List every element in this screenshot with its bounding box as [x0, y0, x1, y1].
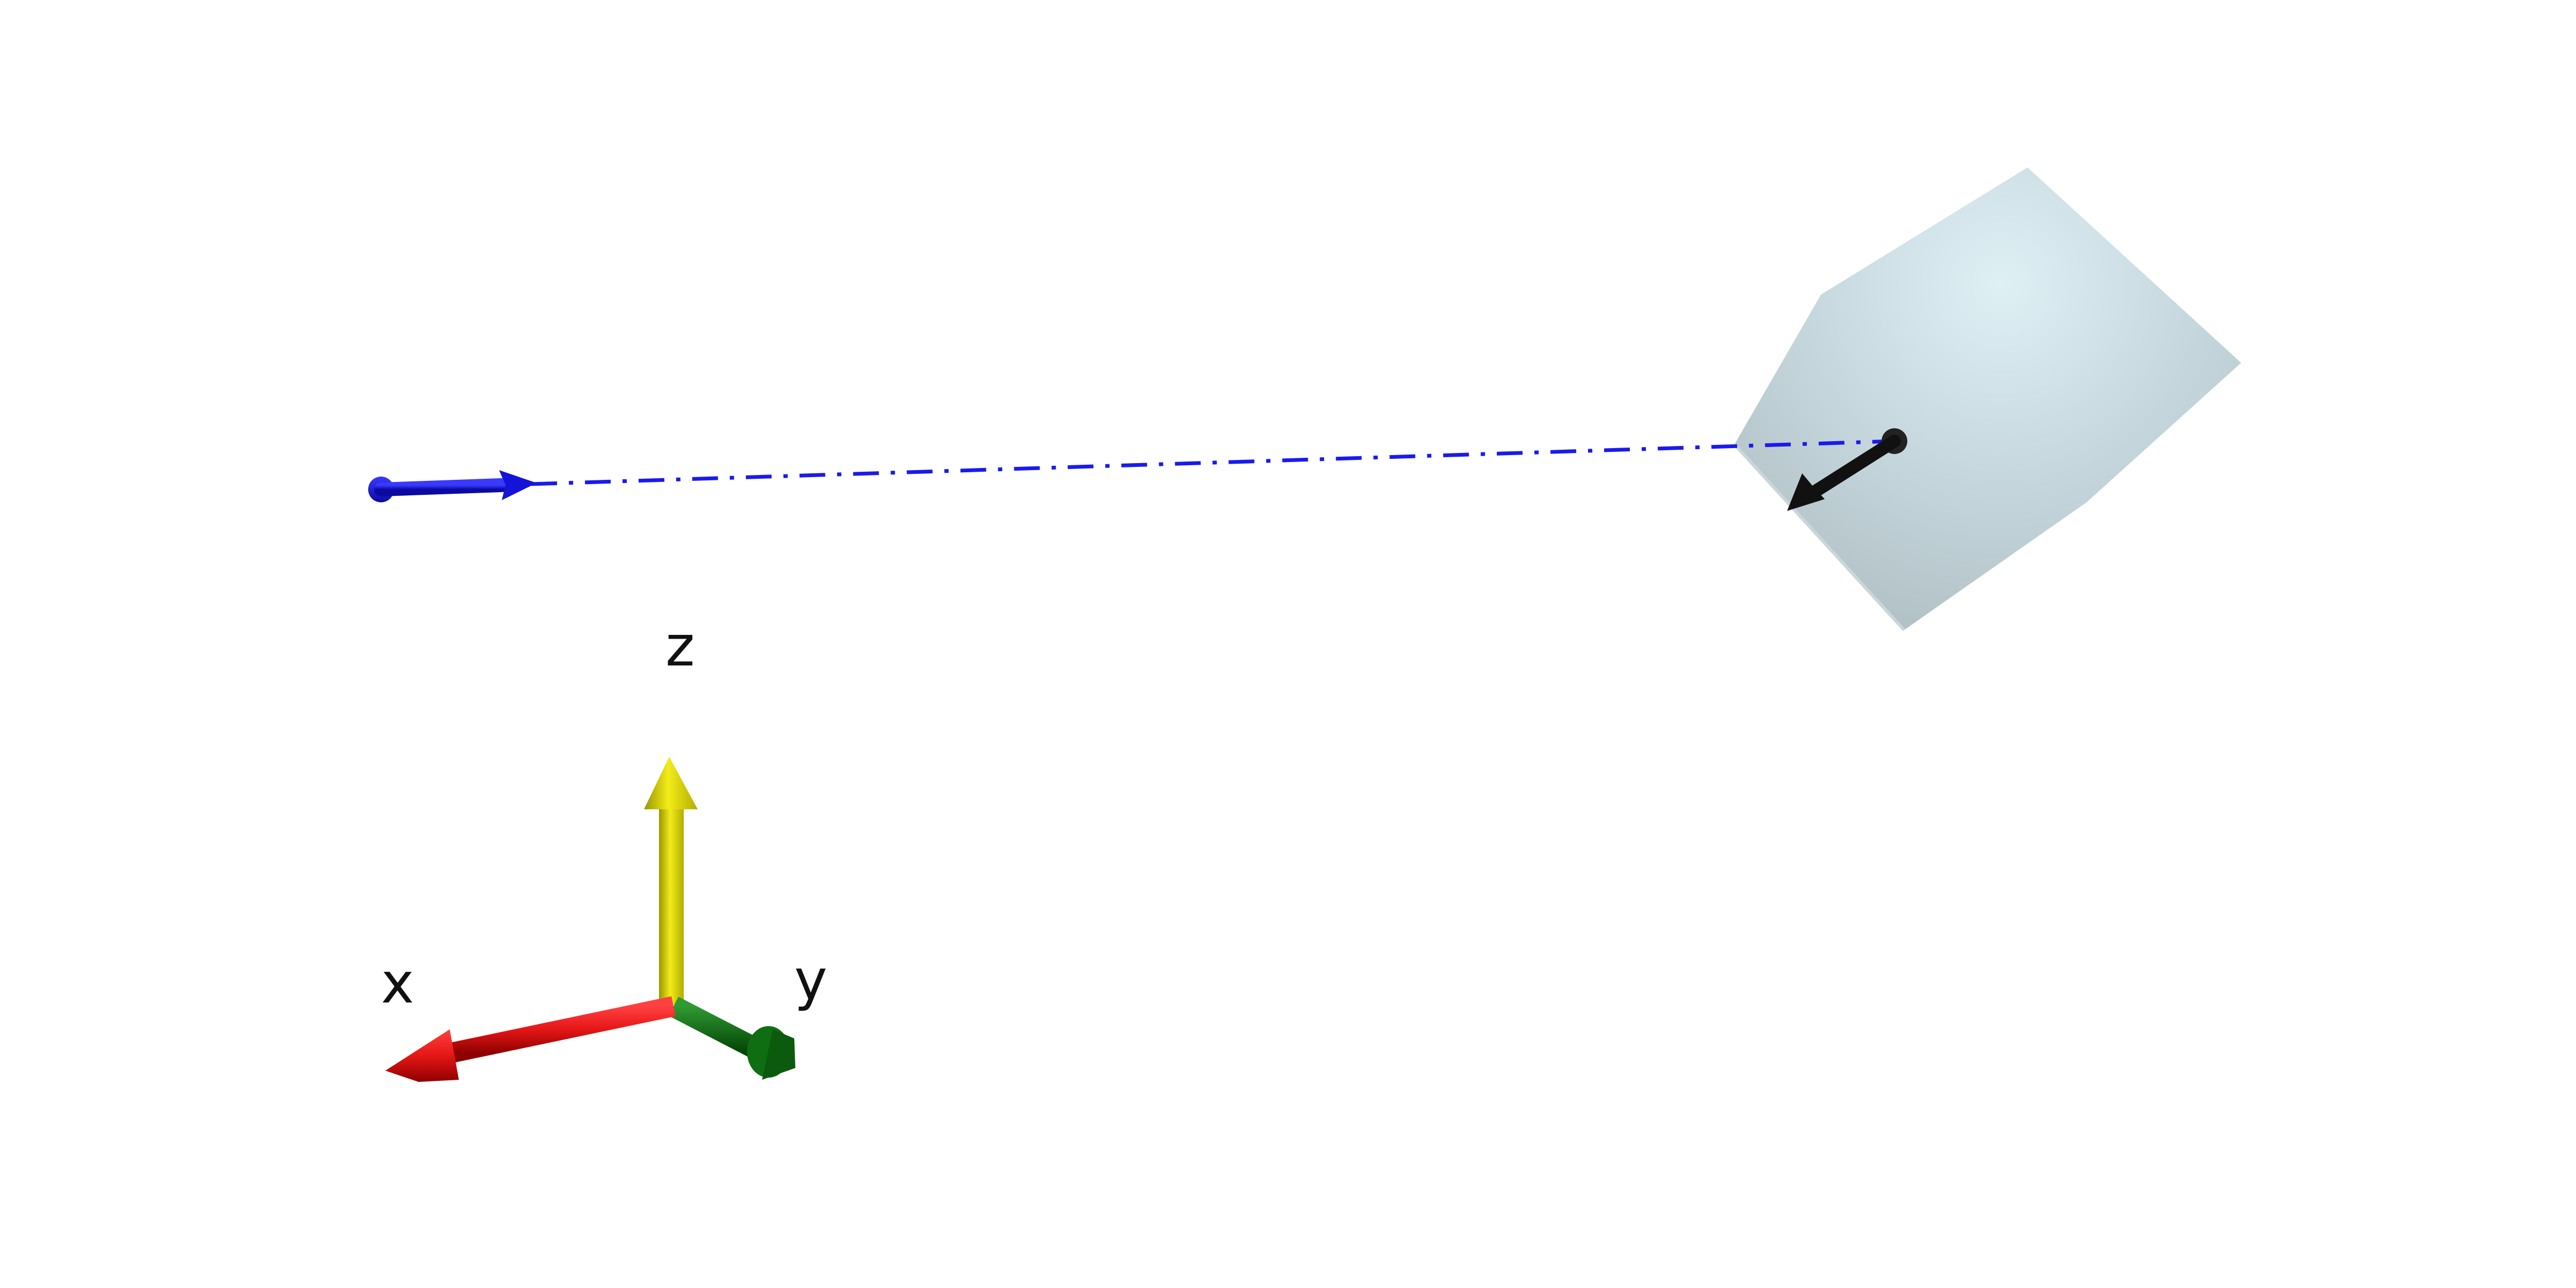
x-axis-label: x — [381, 950, 414, 1016]
ray-line — [531, 439, 1895, 486]
z-axis-shaft — [659, 805, 684, 1005]
target-vector — [1787, 428, 1907, 511]
polyhedron-edge-shadow — [1733, 443, 1906, 632]
polyhedron-face — [1735, 167, 2241, 630]
z-axis-arrowhead — [644, 757, 698, 809]
z-axis-label: z — [665, 613, 695, 679]
target-vector-shaft — [1810, 435, 1901, 497]
black-vector-arrow-icon — [1787, 473, 1825, 511]
y-axis-shaft — [668, 997, 762, 1059]
source-vector-shaft — [374, 478, 509, 496]
blue-vector-arrow-icon — [499, 470, 537, 500]
y-axis-arrowhead-side — [762, 1029, 795, 1080]
x-axis-shaft — [449, 996, 676, 1063]
y-axis-label: y — [794, 947, 828, 1013]
x-axis-arrowhead — [385, 1029, 459, 1082]
axes-triad: z y x — [381, 613, 828, 1082]
polyhedron-solid — [1733, 167, 2241, 632]
source-vector — [368, 470, 537, 502]
